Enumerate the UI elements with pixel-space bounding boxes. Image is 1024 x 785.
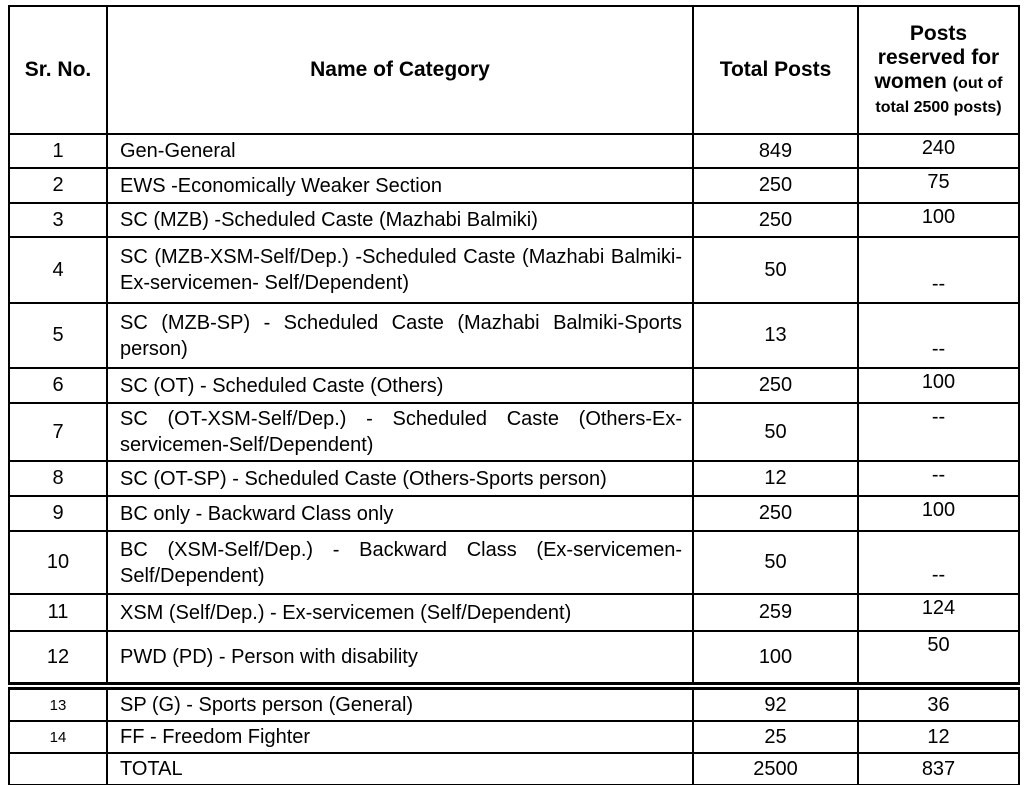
- total-posts-cell: 13: [692, 302, 859, 369]
- total-row: TOTAL 2500 837: [8, 752, 1020, 785]
- total-posts-cell: 92: [692, 685, 859, 722]
- women-posts-cell: 124: [857, 593, 1020, 632]
- sr-no-cell: 5: [8, 302, 108, 369]
- table-row: 11 XSM (Self/Dep.) - Ex-servicemen (Self/…: [8, 593, 1020, 632]
- women-posts-cell: 12: [857, 720, 1020, 754]
- total-posts-cell: 100: [692, 630, 859, 690]
- col-header-women-sub: (out of total 2500 posts): [875, 75, 1003, 117]
- table-row: 1 Gen-General 849 240: [8, 133, 1020, 169]
- total-posts-cell: 250: [692, 202, 859, 238]
- table-row: 6 SC (OT) - Scheduled Caste (Others) 250 10…: [8, 367, 1020, 404]
- sr-no-cell: 11: [8, 593, 108, 632]
- posts-reservation-table: Sr. No. Name of Category Total Posts Pos…: [8, 5, 1020, 785]
- sr-no-cell: 10: [8, 530, 108, 595]
- sr-no-cell: 9: [8, 495, 108, 532]
- table-row: 5 SC (MZB-SP) - Scheduled Caste (Mazhabi …: [8, 302, 1020, 369]
- table-row: 3 SC (MZB) -Scheduled Caste (Mazhabi Balm…: [8, 202, 1020, 238]
- total-posts-cell: 250: [692, 367, 859, 404]
- category-cell: SC (OT) - Scheduled Caste (Others): [106, 367, 694, 404]
- women-posts-cell: --: [857, 460, 1020, 497]
- table-row: 2 EWS -Economically Weaker Section 250 75: [8, 167, 1020, 204]
- sr-no-cell: 3: [8, 202, 108, 238]
- total-posts-cell: 2500: [692, 752, 859, 785]
- sr-no-cell: 1: [8, 133, 108, 169]
- women-posts-cell: --: [857, 402, 1020, 462]
- category-cell: BC (XSM-Self/Dep.) - Backward Class (Ex-…: [106, 530, 694, 595]
- sr-no-cell: 14: [8, 720, 108, 754]
- women-posts-cell: 36: [857, 685, 1020, 722]
- total-posts-cell: 50: [692, 530, 859, 595]
- total-posts-cell: 250: [692, 167, 859, 204]
- col-header-women-main: Posts reserved for women: [874, 21, 1000, 93]
- sr-no-cell: 2: [8, 167, 108, 204]
- category-cell: SC (MZB-XSM-Self/Dep.) -Scheduled Caste …: [106, 236, 694, 304]
- sr-no-cell: 12: [8, 630, 108, 690]
- table-row: 10 BC (XSM-Self/Dep.) - Backward Class (E…: [8, 530, 1020, 595]
- category-cell: PWD (PD) - Person with disability: [106, 630, 694, 690]
- women-posts-cell: 100: [857, 367, 1020, 404]
- women-posts-cell: 50: [857, 630, 1020, 690]
- col-header-women-posts: Posts reserved for women (out of total 2…: [857, 5, 1020, 135]
- women-posts-cell: 100: [857, 202, 1020, 238]
- col-header-category: Name of Category: [106, 5, 694, 135]
- category-cell: XSM (Self/Dep.) - Ex-servicemen (Self/De…: [106, 593, 694, 632]
- sr-no-cell: 6: [8, 367, 108, 404]
- category-cell: FF - Freedom Fighter: [106, 720, 694, 754]
- category-cell: SC (OT-SP) - Scheduled Caste (Others-Spo…: [106, 460, 694, 497]
- category-cell: Gen-General: [106, 133, 694, 169]
- total-posts-cell: 250: [692, 495, 859, 532]
- category-cell: TOTAL: [106, 752, 694, 785]
- sr-no-cell: 13: [8, 685, 108, 722]
- sr-no-cell: 7: [8, 402, 108, 462]
- category-cell: SC (OT-XSM-Self/Dep.) - Scheduled Caste …: [106, 402, 694, 462]
- table-header: Sr. No. Name of Category Total Posts Pos…: [8, 5, 1020, 135]
- header-row: Sr. No. Name of Category Total Posts Pos…: [8, 5, 1020, 135]
- total-posts-cell: 25: [692, 720, 859, 754]
- table-body: 1 Gen-General 849 240 2 EWS -Economically Wea…: [8, 133, 1020, 785]
- women-posts-cell: --: [857, 530, 1020, 595]
- total-posts-cell: 259: [692, 593, 859, 632]
- sr-no-cell: 4: [8, 236, 108, 304]
- women-posts-cell: 75: [857, 167, 1020, 204]
- table-row: 9 BC only - Backward Class only 250 100: [8, 495, 1020, 532]
- table-row: 7 SC (OT-XSM-Self/Dep.) - Scheduled Caste…: [8, 402, 1020, 462]
- table-row: 13 SP (G) - Sports person (General) 92 36: [8, 685, 1020, 722]
- women-posts-cell: --: [857, 302, 1020, 369]
- total-posts-cell: 12: [692, 460, 859, 497]
- table-row: 14 FF - Freedom Fighter 25 12: [8, 720, 1020, 754]
- women-posts-cell: 837: [857, 752, 1020, 785]
- table-row: 4 SC (MZB-XSM-Self/Dep.) -Scheduled Caste…: [8, 236, 1020, 304]
- women-posts-cell: 100: [857, 495, 1020, 532]
- table-row: 8 SC (OT-SP) - Scheduled Caste (Others-Sp…: [8, 460, 1020, 497]
- women-posts-cell: 240: [857, 133, 1020, 169]
- women-posts-cell: --: [857, 236, 1020, 304]
- category-cell: BC only - Backward Class only: [106, 495, 694, 532]
- col-header-sr-no: Sr. No.: [8, 5, 108, 135]
- total-posts-cell: 50: [692, 402, 859, 462]
- total-posts-cell: 849: [692, 133, 859, 169]
- category-cell: EWS -Economically Weaker Section: [106, 167, 694, 204]
- table-row: 12 PWD (PD) - Person with disability 100 50: [8, 630, 1020, 690]
- category-cell: SC (MZB-SP) - Scheduled Caste (Mazhabi B…: [106, 302, 694, 369]
- category-cell: SC (MZB) -Scheduled Caste (Mazhabi Balmi…: [106, 202, 694, 238]
- sr-no-cell: 8: [8, 460, 108, 497]
- total-posts-cell: 50: [692, 236, 859, 304]
- sr-no-cell: [8, 752, 108, 785]
- col-header-total-posts: Total Posts: [692, 5, 859, 135]
- category-cell: SP (G) - Sports person (General): [106, 685, 694, 722]
